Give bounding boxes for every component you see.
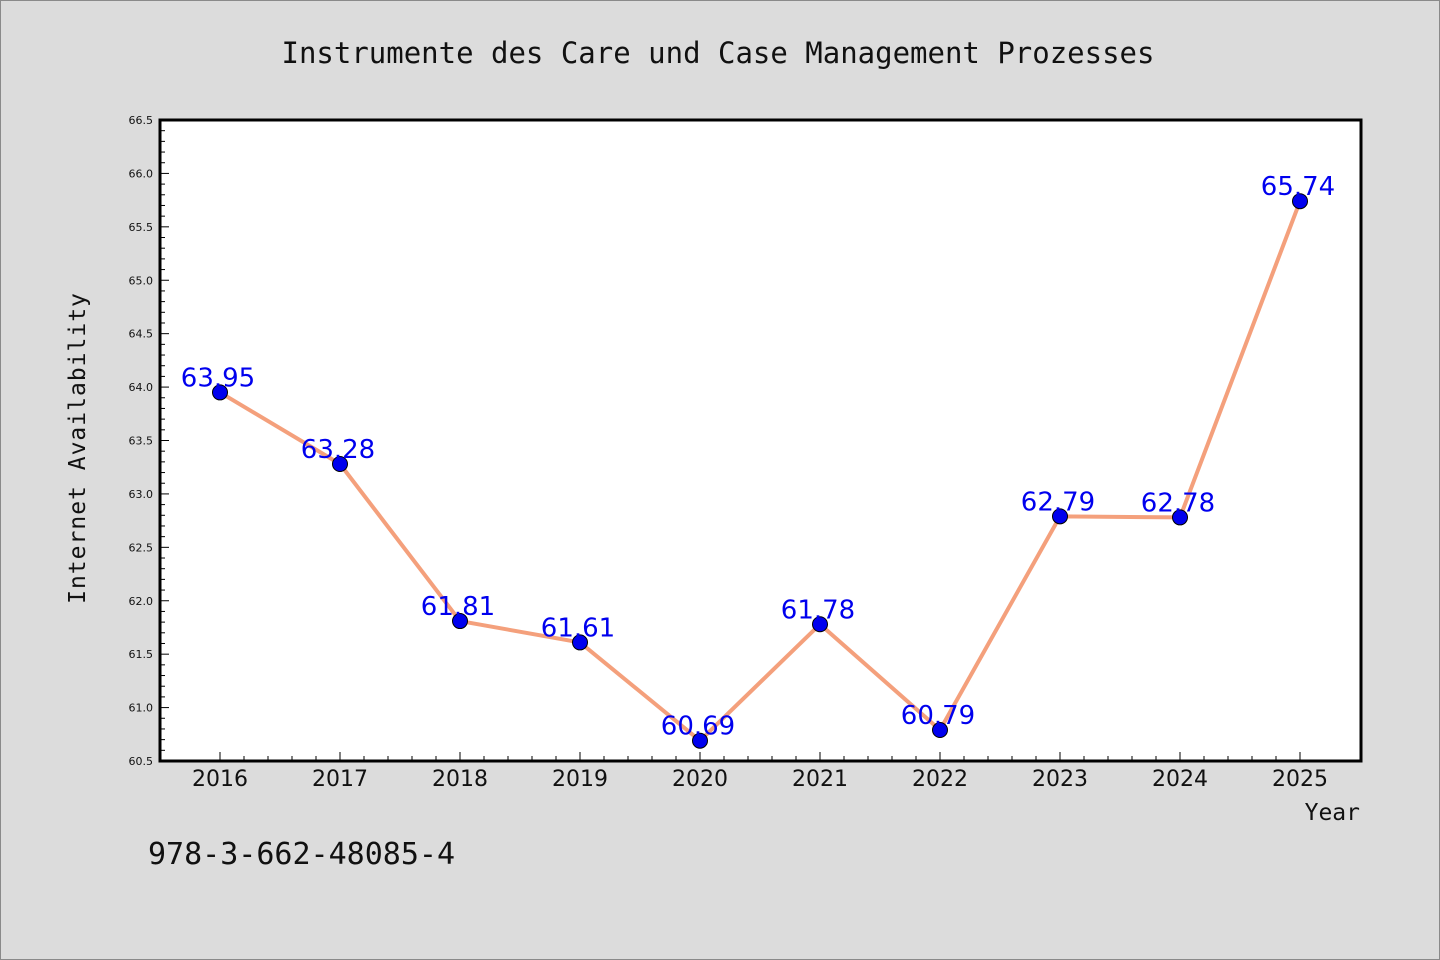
y-tick-label: 65.5: [129, 221, 154, 234]
y-tick-label: 61.0: [129, 702, 154, 715]
chart-title: Instrumente des Care und Case Management…: [282, 36, 1155, 70]
data-point: [1292, 193, 1308, 210]
data-point: [212, 384, 228, 401]
data-label: 62.78: [1141, 488, 1215, 518]
data-label: 62.79: [1021, 487, 1095, 517]
y-tick-label: 63.0: [129, 488, 154, 501]
data-point: [572, 634, 588, 651]
x-tick-label: 2017: [312, 767, 368, 792]
y-tick-label: 64.0: [129, 381, 154, 394]
y-tick-label: 66.5: [129, 114, 154, 127]
y-tick-label: 62.0: [129, 595, 154, 608]
data-label: 60.69: [661, 712, 735, 742]
data-point: [1052, 508, 1068, 525]
data-label: 60.79: [901, 701, 975, 731]
y-tick-label: 62.5: [129, 541, 154, 554]
x-axis-label: Year: [1305, 800, 1360, 826]
y-tick-label: 65.0: [129, 274, 154, 287]
y-axis-label: Internet Availability: [65, 292, 91, 604]
y-tick-label: 60.5: [129, 755, 154, 768]
x-tick-label: 2019: [552, 767, 608, 792]
x-tick-label: 2024: [1152, 767, 1208, 792]
data-point: [452, 613, 468, 630]
data-point: [932, 722, 948, 739]
data-point: [812, 616, 828, 633]
x-tick-label: 2025: [1272, 767, 1328, 792]
x-tick-label: 2016: [192, 767, 248, 792]
data-point: [692, 732, 708, 749]
data-label: 63.28: [301, 435, 375, 465]
x-tick-label: 2023: [1032, 767, 1088, 792]
data-point: [332, 456, 348, 473]
x-tick-label: 2020: [672, 767, 728, 792]
x-tick-label: 2022: [912, 767, 968, 792]
y-tick-label: 63.5: [129, 435, 154, 448]
y-tick-label: 61.5: [129, 648, 154, 661]
data-label: 61.81: [421, 592, 495, 622]
y-tick-label: 66.0: [129, 167, 154, 180]
y-tick-label: 64.5: [129, 328, 154, 341]
series-line: [218, 200, 1302, 743]
data-label: 63.95: [181, 363, 255, 393]
data-label: 61.78: [781, 595, 855, 625]
data-point: [1172, 509, 1188, 526]
plot-area: [158, 118, 1363, 763]
isbn-text: 978-3-662-48085-4: [148, 837, 455, 872]
x-tick-label: 2018: [432, 767, 488, 792]
data-label: 61.61: [541, 613, 615, 643]
data-label: 65.74: [1261, 172, 1335, 202]
x-tick-label: 2021: [792, 767, 848, 792]
